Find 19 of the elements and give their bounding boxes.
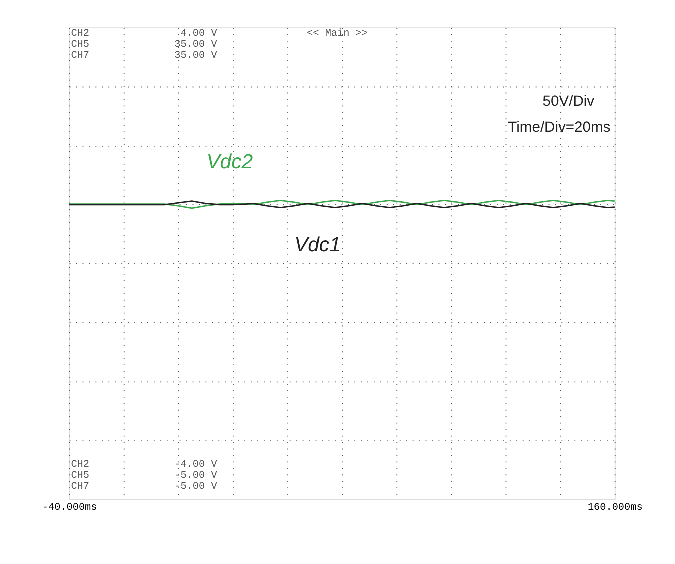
text: 35.00 V bbox=[174, 40, 218, 52]
annotation: CH2 bbox=[71, 460, 90, 471]
text: 4.00 V bbox=[180, 28, 218, 40]
annotation: -4.00 V bbox=[174, 460, 218, 471]
annotation: -5.00 V bbox=[174, 470, 218, 482]
text: << Main >> bbox=[307, 28, 368, 40]
annotation: CH7 bbox=[71, 482, 90, 493]
text: CH5 bbox=[71, 40, 90, 52]
series-label: Vdc2 bbox=[206, 151, 254, 174]
annotation: CH5 bbox=[71, 470, 90, 482]
annotation: -5.00 V bbox=[174, 482, 218, 493]
x-tick-label: 160.000ms bbox=[588, 502, 643, 514]
text: 50V/Div bbox=[542, 94, 596, 110]
text: 35.00 V bbox=[174, 51, 218, 62]
text: CH7 bbox=[71, 51, 90, 62]
text: CH2 bbox=[71, 28, 90, 40]
x-tick-label: -40.000ms bbox=[42, 502, 98, 514]
series-label: Vdc1 bbox=[294, 234, 341, 256]
text: Time/Div=20ms bbox=[508, 120, 611, 136]
